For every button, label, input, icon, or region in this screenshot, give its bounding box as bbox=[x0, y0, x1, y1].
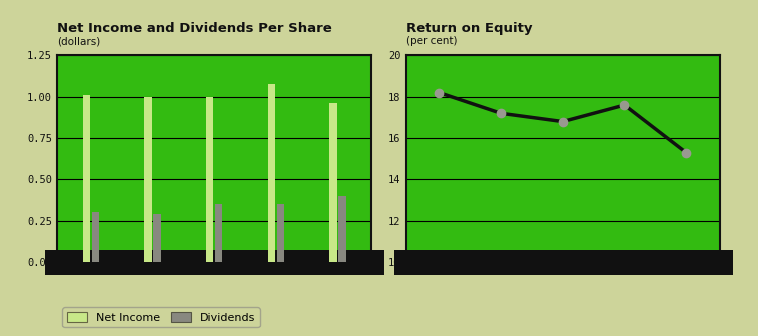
Bar bbox=[153, 214, 161, 262]
Bar bbox=[268, 84, 275, 262]
Bar bbox=[206, 97, 214, 262]
Bar bbox=[330, 103, 337, 262]
Bar bbox=[144, 97, 152, 262]
Bar bbox=[83, 95, 90, 262]
Bar bbox=[338, 196, 346, 262]
Legend: Net Income, Dividends: Net Income, Dividends bbox=[62, 307, 260, 327]
Bar bbox=[277, 204, 284, 262]
Text: (dollars): (dollars) bbox=[57, 36, 100, 46]
Text: Return on Equity: Return on Equity bbox=[406, 22, 532, 35]
Text: (per cent): (per cent) bbox=[406, 36, 457, 46]
Bar bbox=[92, 212, 99, 262]
Bar bbox=[215, 204, 222, 262]
Text: Net Income and Dividends Per Share: Net Income and Dividends Per Share bbox=[57, 22, 331, 35]
